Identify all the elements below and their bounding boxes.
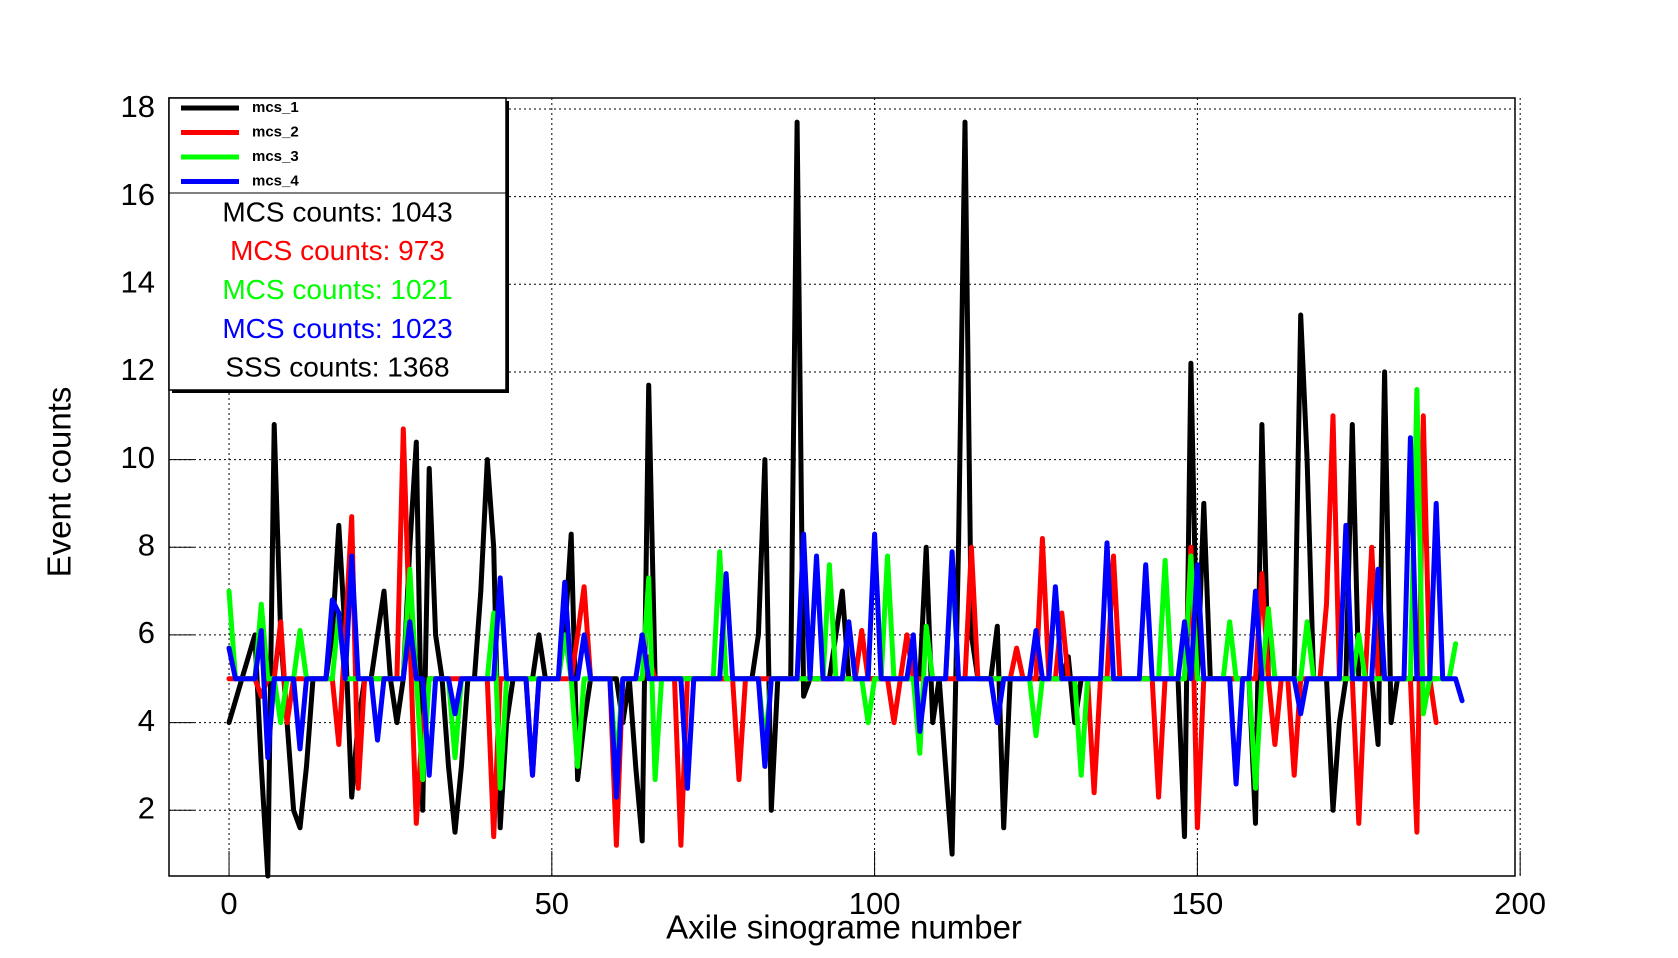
y-tick-label: 4 (138, 703, 155, 738)
y-tick-label: 12 (121, 352, 155, 387)
y-tick-label: 16 (121, 177, 155, 212)
x-tick-label: 200 (1494, 886, 1546, 921)
y-tick-label: 6 (138, 615, 155, 650)
y-tick-label: 8 (138, 527, 155, 562)
legend-label: mcs_4 (252, 172, 299, 189)
legend-label: mcs_3 (252, 148, 299, 165)
y-tick-label: 10 (121, 440, 155, 475)
annotation: MCS counts: 1023 (222, 313, 452, 344)
x-axis-label: Axile sinograme number (666, 909, 1022, 946)
x-tick-label: 0 (220, 886, 237, 921)
x-tick-label: 100 (849, 886, 901, 921)
series-line (226, 435, 1465, 800)
legend-label: mcs_2 (252, 123, 299, 140)
y-axis-label: Event counts (41, 387, 78, 578)
plot-frame (168, 97, 1516, 877)
x-tick-label: 150 (1172, 886, 1224, 921)
y-tick-label: 14 (121, 264, 155, 299)
annotation: MCS counts: 1043 (222, 196, 452, 227)
annotation: MCS counts: 973 (230, 235, 445, 266)
legend-box (168, 97, 507, 391)
y-tick-label: 2 (138, 790, 155, 825)
annotation: MCS counts: 1021 (222, 274, 452, 305)
x-tick-label: 50 (535, 886, 569, 921)
legend-label: mcs_1 (252, 99, 299, 116)
y-tick-label: 18 (121, 89, 155, 124)
annotation: SSS counts: 1368 (225, 352, 449, 383)
